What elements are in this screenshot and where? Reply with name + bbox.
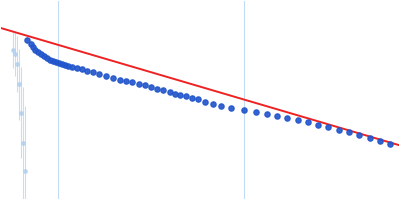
Point	[96, 73, 103, 76]
Point	[68, 66, 75, 69]
Point	[377, 139, 383, 143]
Point	[218, 104, 224, 107]
Point	[154, 88, 160, 91]
Point	[102, 75, 109, 78]
Point	[28, 42, 34, 45]
Point	[336, 128, 342, 131]
Point	[315, 123, 321, 126]
Point	[50, 59, 56, 63]
Point	[90, 71, 96, 74]
Point	[195, 98, 202, 101]
Point	[47, 58, 53, 62]
Point	[44, 56, 50, 60]
Point	[34, 50, 41, 54]
Point	[210, 102, 216, 105]
Point	[263, 112, 270, 115]
Point	[136, 83, 142, 86]
Point	[56, 61, 62, 65]
Point	[356, 133, 363, 136]
Point	[228, 106, 235, 109]
Point	[305, 120, 311, 123]
Point	[274, 114, 280, 117]
Point	[253, 110, 260, 113]
Point	[241, 108, 247, 111]
Point	[172, 93, 178, 96]
Point	[284, 116, 290, 119]
Point	[294, 118, 301, 121]
Point	[148, 86, 154, 89]
Point	[166, 91, 173, 94]
Point	[129, 81, 136, 84]
Point	[346, 130, 352, 133]
Point	[183, 95, 189, 98]
Point	[30, 45, 36, 49]
Point	[74, 67, 80, 70]
Point	[53, 60, 59, 64]
Point	[177, 94, 183, 97]
Point	[24, 38, 30, 41]
Point	[202, 100, 208, 103]
Point	[62, 64, 68, 67]
Point	[59, 62, 66, 66]
Point	[123, 80, 130, 83]
Point	[387, 142, 394, 146]
Point	[32, 48, 39, 52]
Point	[160, 89, 166, 92]
Point	[79, 68, 85, 71]
Point	[65, 65, 72, 68]
Point	[325, 125, 332, 128]
Point	[37, 52, 44, 56]
Point	[189, 97, 196, 100]
Point	[117, 79, 123, 82]
Point	[84, 70, 90, 73]
Point	[366, 136, 373, 140]
Point	[142, 84, 148, 87]
Point	[40, 54, 47, 58]
Point	[110, 77, 116, 80]
